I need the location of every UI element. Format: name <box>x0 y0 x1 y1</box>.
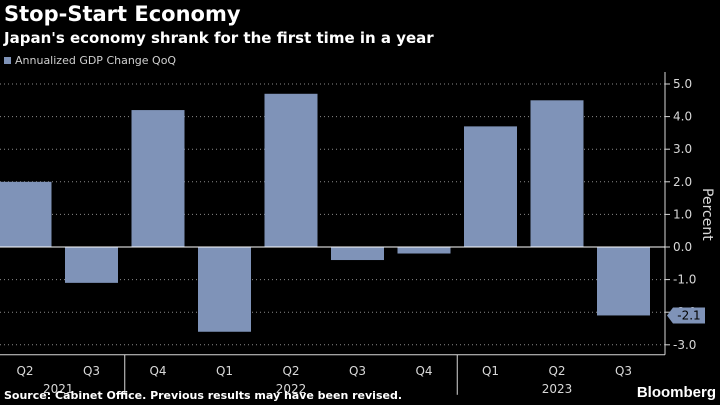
x-tick-label: Q3 <box>83 364 100 378</box>
bar <box>530 100 584 247</box>
source-note: Source: Cabinet Office. Previous results… <box>4 389 402 402</box>
bar <box>397 247 451 254</box>
year-label: 2021 <box>43 382 74 396</box>
y-tick-label: 1.0 <box>673 207 692 221</box>
x-tick-label: Q1 <box>482 364 499 378</box>
x-tick-label: Q4 <box>149 364 166 378</box>
y-tick-label: 0.0 <box>673 240 692 254</box>
x-tick-label: Q3 <box>615 364 632 378</box>
bar <box>0 181 52 247</box>
y-tick-label: 5.0 <box>673 77 692 91</box>
y-tick-label: -3.0 <box>673 338 696 352</box>
x-tick-label: Q3 <box>349 364 366 378</box>
y-axis-title: Percent <box>699 188 715 241</box>
bar <box>131 110 185 247</box>
x-tick-label: Q2 <box>282 364 299 378</box>
x-tick-label: Q4 <box>415 364 432 378</box>
legend-label: Annualized GDP Change QoQ <box>15 54 177 67</box>
bar <box>65 247 118 283</box>
x-tick-label: Q2 <box>16 364 33 378</box>
x-tick-label: Q1 <box>216 364 233 378</box>
year-label: 2023 <box>542 382 573 396</box>
bar <box>597 247 650 316</box>
value-callout <box>667 307 705 324</box>
bloomberg-logo: Bloomberg <box>636 384 716 401</box>
y-tick-label: -1.0 <box>673 273 696 287</box>
y-tick-label: 4.0 <box>673 110 692 124</box>
bar <box>264 93 318 247</box>
y-tick-label: 3.0 <box>673 142 692 156</box>
y-tick-label: 2.0 <box>673 175 692 189</box>
legend: Annualized GDP Change QoQ <box>4 54 176 67</box>
value-callout-label: -2.1 <box>677 308 700 322</box>
legend-swatch <box>4 57 11 64</box>
chart-subtitle: Japan's economy shrank for the first tim… <box>4 29 434 47</box>
bar <box>464 126 517 247</box>
bar <box>331 247 384 261</box>
bar <box>198 247 251 332</box>
x-tick-label: Q2 <box>548 364 565 378</box>
chart-title: Stop-Start Economy <box>4 2 241 26</box>
year-label: 2022 <box>276 382 307 396</box>
